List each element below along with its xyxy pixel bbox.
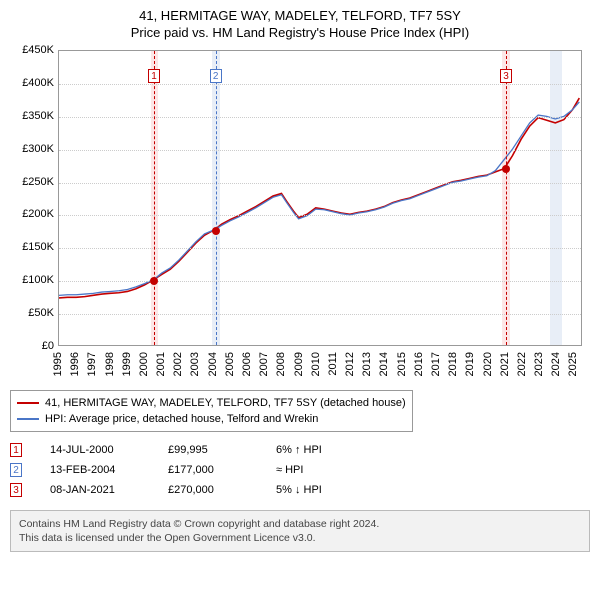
legend-swatch <box>17 402 39 404</box>
y-tick-label: £400K <box>22 77 54 89</box>
sale-dot <box>150 277 158 285</box>
y-tick-label: £150K <box>22 241 54 253</box>
x-tick-label: 2015 <box>396 352 408 376</box>
sale-vs-hpi: 5% ↓ HPI <box>276 480 322 500</box>
chart-container: 41, HERMITAGE WAY, MADELEY, TELFORD, TF7… <box>0 0 600 562</box>
gridline <box>59 84 581 85</box>
x-tick-label: 2011 <box>327 352 339 376</box>
y-tick-label: £450K <box>22 44 54 56</box>
legend-label: 41, HERMITAGE WAY, MADELEY, TELFORD, TF7… <box>45 395 406 411</box>
marker-line <box>216 51 217 345</box>
x-tick-label: 2012 <box>344 352 356 376</box>
marker-box: 2 <box>210 69 222 83</box>
x-tick-label: 1995 <box>52 352 64 376</box>
x-tick-label: 2002 <box>172 352 184 376</box>
gridline <box>59 314 581 315</box>
plot-area: 1 2 3 <box>58 50 582 346</box>
sale-row: 1 14-JUL-2000 £99,995 6% ↑ HPI <box>10 440 590 460</box>
sale-price: £270,000 <box>168 480 248 500</box>
y-tick-label: £50K <box>28 307 54 319</box>
sale-marker-icon: 2 <box>10 463 22 477</box>
x-tick-label: 2000 <box>138 352 150 376</box>
x-tick-label: 2014 <box>378 352 390 376</box>
gridline <box>59 183 581 184</box>
sale-dot <box>502 165 510 173</box>
chart-area: £0 £50K £100K £150K £200K £250K £300K £350K £400… <box>10 46 590 386</box>
y-tick-label: £300K <box>22 143 54 155</box>
x-tick-label: 1999 <box>121 352 133 376</box>
x-tick-label: 1997 <box>86 352 98 376</box>
y-tick-label: £250K <box>22 176 54 188</box>
x-tick-label: 2010 <box>310 352 322 376</box>
x-tick-label: 2024 <box>550 352 562 376</box>
x-tick-label: 2020 <box>482 352 494 376</box>
marker-box: 3 <box>500 69 512 83</box>
series-hpi <box>59 102 579 295</box>
sale-vs-hpi: 6% ↑ HPI <box>276 440 322 460</box>
sale-vs-hpi: ≈ HPI <box>276 460 303 480</box>
marker-line <box>154 51 155 345</box>
sale-row: 3 08-JAN-2021 £270,000 5% ↓ HPI <box>10 480 590 500</box>
sale-date: 14-JUL-2000 <box>50 440 140 460</box>
y-tick-label: £350K <box>22 110 54 122</box>
sale-dot <box>212 227 220 235</box>
gridline <box>59 281 581 282</box>
x-tick-label: 2021 <box>499 352 511 376</box>
y-tick-label: £100K <box>22 274 54 286</box>
legend: 41, HERMITAGE WAY, MADELEY, TELFORD, TF7… <box>10 390 413 432</box>
sale-marker-icon: 3 <box>10 483 22 497</box>
sale-date: 08-JAN-2021 <box>50 480 140 500</box>
legend-swatch <box>17 418 39 420</box>
x-tick-label: 2008 <box>275 352 287 376</box>
marker-box: 1 <box>148 69 160 83</box>
x-tick-label: 2007 <box>258 352 270 376</box>
sale-price: £177,000 <box>168 460 248 480</box>
x-tick-label: 1996 <box>69 352 81 376</box>
x-axis: 1995199619971998199920002001200220032004… <box>58 348 582 384</box>
x-tick-label: 2005 <box>224 352 236 376</box>
x-tick-label: 2004 <box>207 352 219 376</box>
y-tick-label: £0 <box>42 340 54 352</box>
series-svg <box>59 51 581 345</box>
gridline <box>59 215 581 216</box>
marker-line <box>506 51 507 345</box>
chart-title-address: 41, HERMITAGE WAY, MADELEY, TELFORD, TF7… <box>10 8 590 23</box>
legend-label: HPI: Average price, detached house, Telf… <box>45 411 318 427</box>
x-tick-label: 2001 <box>155 352 167 376</box>
footer-line1: Contains HM Land Registry data © Crown c… <box>19 517 581 531</box>
sale-price: £99,995 <box>168 440 248 460</box>
x-tick-label: 2025 <box>567 352 579 376</box>
x-tick-label: 2018 <box>447 352 459 376</box>
x-tick-label: 2016 <box>413 352 425 376</box>
y-tick-label: £200K <box>22 208 54 220</box>
attribution-footer: Contains HM Land Registry data © Crown c… <box>10 510 590 552</box>
x-tick-label: 2003 <box>189 352 201 376</box>
sale-row: 2 13-FEB-2004 £177,000 ≈ HPI <box>10 460 590 480</box>
x-tick-label: 2022 <box>516 352 528 376</box>
gridline <box>59 248 581 249</box>
title-block: 41, HERMITAGE WAY, MADELEY, TELFORD, TF7… <box>10 8 590 40</box>
x-tick-label: 1998 <box>104 352 116 376</box>
x-tick-label: 2017 <box>430 352 442 376</box>
legend-row: 41, HERMITAGE WAY, MADELEY, TELFORD, TF7… <box>17 395 406 411</box>
sales-table: 1 14-JUL-2000 £99,995 6% ↑ HPI 2 13-FEB-2004 £… <box>10 440 590 500</box>
x-tick-label: 2013 <box>361 352 373 376</box>
chart-subtitle: Price paid vs. HM Land Registry's House … <box>10 25 590 40</box>
y-axis: £0£50K£100K£150K£200K£250K£300K£350K£400… <box>10 50 56 346</box>
sale-date: 13-FEB-2004 <box>50 460 140 480</box>
gridline <box>59 117 581 118</box>
gridline <box>59 150 581 151</box>
sale-marker-icon: 1 <box>10 443 22 457</box>
series-price_paid <box>59 98 579 298</box>
footer-line2: This data is licensed under the Open Gov… <box>19 531 581 545</box>
legend-row: HPI: Average price, detached house, Telf… <box>17 411 406 427</box>
x-tick-label: 2023 <box>533 352 545 376</box>
x-tick-label: 2019 <box>464 352 476 376</box>
x-tick-label: 2009 <box>293 352 305 376</box>
x-tick-label: 2006 <box>241 352 253 376</box>
